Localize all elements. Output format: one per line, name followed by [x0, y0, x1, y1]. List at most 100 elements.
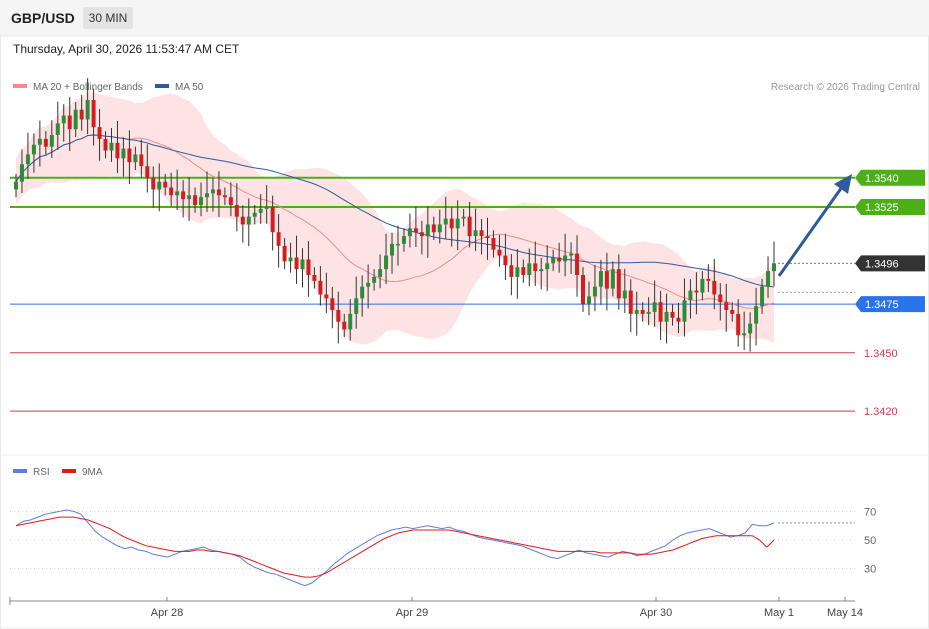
candle [646, 297, 651, 326]
x-axis: Apr 28 Apr 29 Apr 30 May 1 May 14 [9, 597, 863, 619]
candle [61, 104, 66, 142]
level-tag-1 [855, 198, 925, 215]
candle-body [306, 259, 311, 275]
candle-body [288, 257, 293, 262]
symbol-label: GBP/USD [11, 10, 75, 26]
candle [25, 132, 30, 179]
candle-body [724, 302, 729, 310]
candle [139, 139, 144, 178]
rsi-tick-50: 50 [864, 535, 876, 547]
candle-body [670, 311, 675, 318]
timeframe-button[interactable]: 30 MIN [83, 7, 133, 29]
candle [360, 275, 365, 317]
candle-body [348, 313, 353, 330]
candle [109, 128, 114, 162]
candle-body [491, 238, 496, 250]
candle [390, 232, 395, 274]
candle-body [646, 311, 651, 314]
candle-body [754, 306, 759, 324]
candle [545, 245, 550, 291]
candle-body [366, 282, 371, 287]
candle [461, 208, 466, 227]
candle-body [151, 177, 156, 190]
candle-body [407, 228, 412, 237]
candle-body [300, 259, 305, 270]
candle [437, 209, 442, 244]
candle-body [312, 275, 317, 281]
candle-body [372, 276, 377, 283]
candle [616, 254, 621, 310]
candle-body [581, 275, 586, 305]
candle [354, 276, 359, 329]
rsi-panel: 70 50 30 [10, 506, 876, 587]
candle-body [748, 323, 753, 334]
candle-body [43, 138, 48, 147]
candle-body [246, 216, 251, 225]
candle-body [419, 232, 424, 237]
candle-body [760, 286, 765, 307]
candle [31, 133, 36, 173]
candle [682, 278, 687, 337]
chart-header: GBP/USD 30 MIN [0, 0, 929, 36]
candle-body [622, 290, 627, 299]
candle [79, 94, 84, 131]
ma20-line [15, 134, 775, 309]
candle [157, 163, 162, 212]
candle-body [204, 193, 209, 198]
candle [37, 120, 42, 167]
candle-body [258, 208, 263, 213]
candle-body [473, 230, 478, 237]
candle [336, 291, 341, 344]
level-tag-3 [855, 296, 925, 313]
forecast-arrow-head [834, 174, 852, 194]
legend-ma50-label: MA 50 [175, 82, 204, 93]
candle [306, 241, 311, 297]
candle-body [234, 205, 239, 217]
candle-body [449, 218, 454, 229]
candle [754, 287, 759, 346]
candle-body [634, 310, 639, 314]
candle-body [67, 115, 72, 130]
candle-body [181, 191, 186, 200]
candle-body [282, 245, 287, 262]
candle-body [718, 294, 723, 303]
candle [14, 173, 18, 198]
candle [479, 219, 484, 255]
level-label-4: 1.3450 [864, 348, 898, 360]
x-tick-label: Apr 29 [396, 607, 428, 619]
candle-body [766, 271, 771, 287]
candle-body [390, 243, 395, 256]
candle [43, 131, 48, 155]
candle [121, 137, 126, 177]
candle [204, 171, 209, 212]
forecast-arrow-shaft [777, 186, 844, 277]
candle-body [85, 100, 90, 120]
candle-body [658, 302, 663, 322]
candle-body [19, 164, 24, 182]
candle [527, 248, 532, 287]
candle-body [509, 265, 514, 277]
candle [401, 228, 406, 252]
candle [581, 267, 586, 312]
candle [598, 259, 603, 305]
candle [473, 208, 478, 251]
candle [634, 291, 639, 336]
candle-body [115, 142, 120, 159]
price-legend: MA 20 + Bollinger Bands MA 50 [13, 82, 204, 93]
candle [455, 200, 460, 251]
candle [372, 269, 377, 291]
candle [282, 238, 287, 270]
candle-body [193, 195, 198, 205]
candle-body [443, 218, 448, 225]
candle [19, 149, 24, 193]
candle-body [25, 154, 30, 165]
candle-body [515, 267, 520, 277]
x-tick-label: May 14 [827, 607, 863, 619]
candle-body [336, 310, 341, 322]
candle [533, 241, 538, 286]
candle [712, 259, 717, 310]
candle-body [210, 189, 215, 194]
level-labels: 1.3540 1.3525 1.3496 1.3475 1.3450 1.3420 [855, 169, 925, 418]
candle-body [378, 269, 383, 277]
